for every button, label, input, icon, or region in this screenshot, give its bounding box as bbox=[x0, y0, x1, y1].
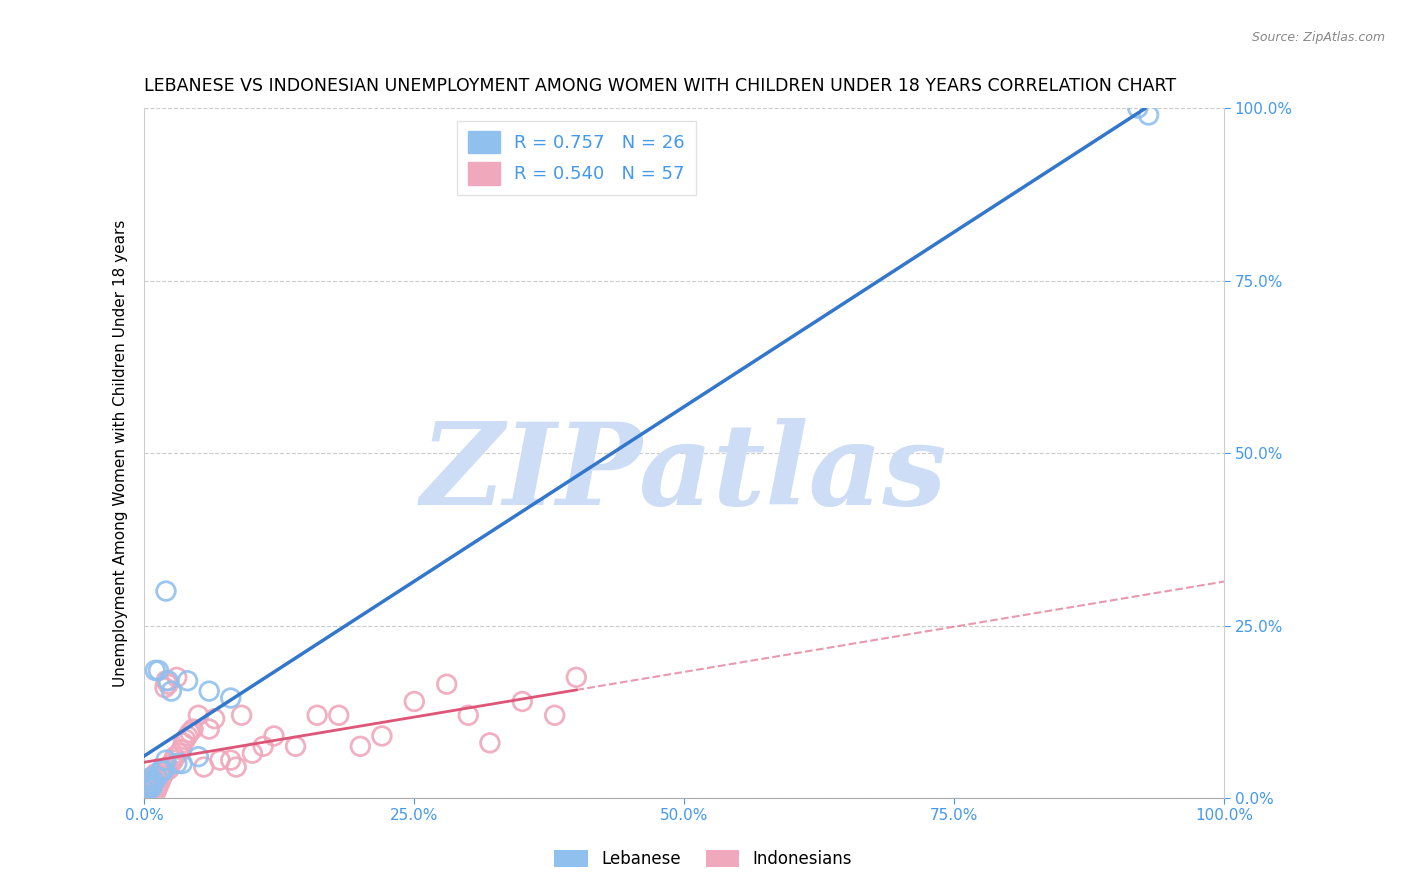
Point bbox=[1126, 101, 1149, 115]
Point bbox=[349, 739, 371, 754]
Point bbox=[143, 767, 166, 781]
Point bbox=[162, 753, 184, 767]
Point bbox=[172, 756, 194, 771]
Point bbox=[457, 708, 479, 723]
Point bbox=[150, 764, 173, 778]
Point bbox=[187, 749, 209, 764]
Point bbox=[1137, 108, 1160, 122]
Point bbox=[146, 780, 169, 795]
Point bbox=[163, 749, 186, 764]
Point bbox=[371, 729, 394, 743]
Point bbox=[225, 760, 247, 774]
Point bbox=[187, 708, 209, 723]
Point bbox=[176, 729, 198, 743]
Point bbox=[181, 722, 204, 736]
Point bbox=[138, 777, 160, 791]
Point bbox=[176, 673, 198, 688]
Point bbox=[149, 764, 172, 778]
Point bbox=[156, 764, 179, 778]
Point bbox=[172, 736, 194, 750]
Point bbox=[174, 732, 197, 747]
Point bbox=[193, 760, 215, 774]
Point bbox=[160, 756, 183, 771]
Point bbox=[155, 584, 177, 599]
Point bbox=[198, 722, 221, 736]
Point bbox=[152, 768, 174, 782]
Point bbox=[328, 708, 350, 723]
Point bbox=[155, 673, 177, 688]
Point bbox=[143, 664, 166, 678]
Point bbox=[170, 743, 193, 757]
Point bbox=[510, 694, 533, 708]
Point bbox=[135, 784, 157, 798]
Point bbox=[166, 670, 188, 684]
Point bbox=[139, 773, 162, 788]
Point bbox=[143, 773, 166, 788]
Point bbox=[142, 772, 165, 786]
Text: Source: ZipAtlas.com: Source: ZipAtlas.com bbox=[1251, 31, 1385, 45]
Legend: Lebanese, Indonesians: Lebanese, Indonesians bbox=[547, 843, 859, 875]
Point bbox=[136, 782, 159, 797]
Point bbox=[157, 677, 180, 691]
Point bbox=[240, 746, 263, 760]
Point bbox=[148, 664, 170, 678]
Point bbox=[179, 725, 201, 739]
Point bbox=[208, 753, 231, 767]
Point bbox=[142, 777, 165, 791]
Point bbox=[544, 708, 567, 723]
Point bbox=[157, 762, 180, 776]
Text: ZIPatlas: ZIPatlas bbox=[420, 418, 948, 529]
Point bbox=[135, 786, 157, 800]
Point bbox=[134, 788, 156, 802]
Point bbox=[136, 780, 159, 795]
Point bbox=[148, 779, 170, 793]
Point bbox=[157, 673, 180, 688]
Point bbox=[141, 780, 163, 795]
Point bbox=[404, 694, 426, 708]
Text: LEBANESE VS INDONESIAN UNEMPLOYMENT AMONG WOMEN WITH CHILDREN UNDER 18 YEARS COR: LEBANESE VS INDONESIAN UNEMPLOYMENT AMON… bbox=[145, 78, 1177, 95]
Point bbox=[139, 779, 162, 793]
Point bbox=[155, 753, 177, 767]
Point bbox=[141, 773, 163, 788]
Point bbox=[153, 681, 176, 695]
Point bbox=[219, 691, 242, 706]
Point bbox=[139, 776, 162, 790]
Point bbox=[167, 746, 190, 760]
Legend: R = 0.757   N = 26, R = 0.540   N = 57: R = 0.757 N = 26, R = 0.540 N = 57 bbox=[457, 120, 696, 195]
Point bbox=[148, 776, 170, 790]
Point bbox=[219, 753, 242, 767]
Point bbox=[565, 670, 588, 684]
Point bbox=[145, 784, 167, 798]
Point bbox=[153, 764, 176, 779]
Y-axis label: Unemployment Among Women with Children Under 18 years: Unemployment Among Women with Children U… bbox=[114, 219, 128, 687]
Point bbox=[139, 770, 162, 784]
Point bbox=[284, 739, 307, 754]
Point bbox=[436, 677, 458, 691]
Point bbox=[263, 729, 285, 743]
Point bbox=[146, 770, 169, 784]
Point bbox=[160, 684, 183, 698]
Point bbox=[231, 708, 253, 723]
Point bbox=[143, 769, 166, 783]
Point bbox=[478, 736, 501, 750]
Point bbox=[153, 764, 176, 778]
Point bbox=[138, 780, 160, 795]
Point bbox=[166, 756, 188, 771]
Point bbox=[252, 739, 274, 754]
Point bbox=[150, 770, 173, 784]
Point bbox=[198, 684, 221, 698]
Point bbox=[204, 712, 226, 726]
Point bbox=[149, 773, 172, 788]
Point bbox=[307, 708, 329, 723]
